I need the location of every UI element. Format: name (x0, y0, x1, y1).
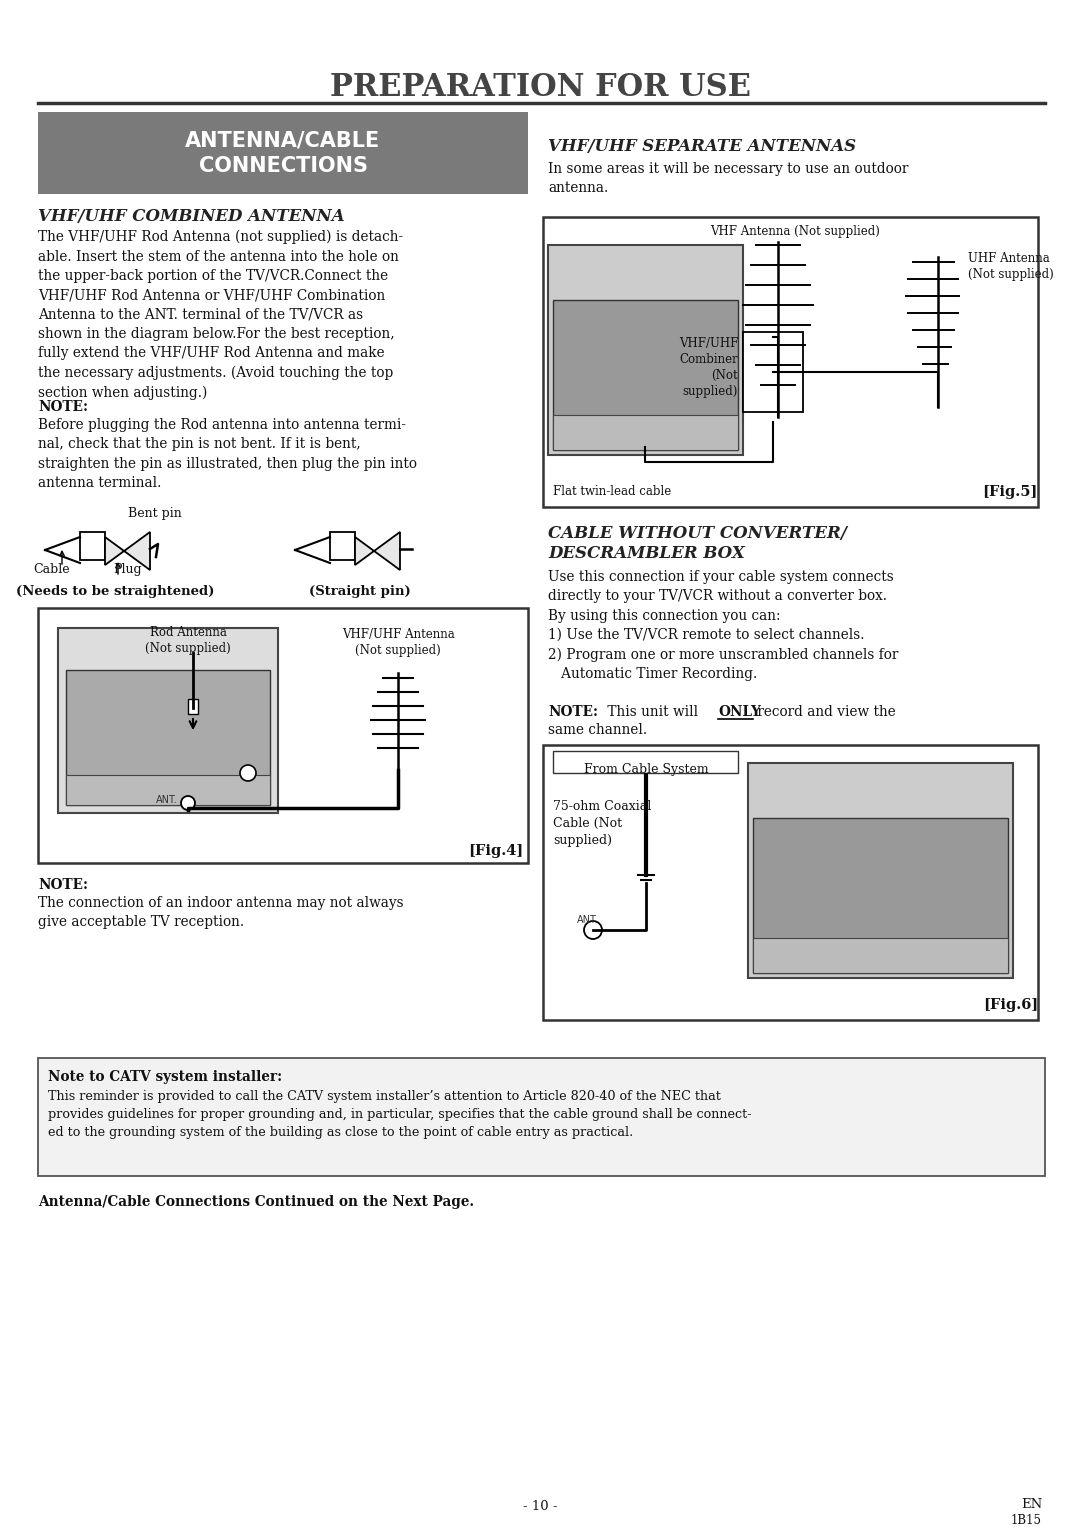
Text: ANT.: ANT. (577, 915, 599, 924)
Text: 1B15: 1B15 (1011, 1514, 1042, 1526)
Text: - 10 -: - 10 - (523, 1500, 557, 1513)
Polygon shape (355, 532, 400, 570)
Text: [Fig.6]: [Fig.6] (983, 998, 1038, 1012)
Text: NOTE:: NOTE: (38, 879, 87, 892)
Text: VHF/UHF Antenna
(Not supplied): VHF/UHF Antenna (Not supplied) (341, 628, 455, 657)
Text: Note to CATV system installer:: Note to CATV system installer: (48, 1070, 282, 1083)
Bar (553, 299, 738, 451)
Text: Plug: Plug (113, 562, 143, 576)
Bar (66, 669, 270, 805)
Text: CABLE WITHOUT CONVERTER/
DESCRAMBLER BOX: CABLE WITHOUT CONVERTER/ DESCRAMBLER BOX (548, 526, 847, 562)
Text: Cable: Cable (33, 562, 70, 576)
Polygon shape (105, 532, 150, 570)
Text: The connection of an indoor antenna may not always
give acceptable TV reception.: The connection of an indoor antenna may … (38, 895, 404, 929)
Text: ANT.: ANT. (156, 795, 178, 805)
Bar (543, 217, 1038, 507)
Text: (Straight pin): (Straight pin) (309, 585, 410, 597)
Text: same channel.: same channel. (548, 723, 647, 736)
Text: VHF/UHF
Combiner
(Not
supplied): VHF/UHF Combiner (Not supplied) (678, 338, 738, 397)
Text: [Fig.4]: [Fig.4] (468, 843, 523, 859)
Circle shape (584, 921, 602, 940)
Text: Rod Antenna
(Not supplied): Rod Antenna (Not supplied) (145, 626, 231, 656)
Bar (330, 532, 355, 559)
Bar (38, 608, 528, 863)
Text: NOTE:: NOTE: (38, 400, 87, 414)
Text: Flat twin-lead cable: Flat twin-lead cable (553, 484, 672, 498)
Text: ANTENNA/CABLE
CONNECTIONS: ANTENNA/CABLE CONNECTIONS (186, 130, 380, 176)
Bar (743, 332, 804, 413)
Bar (66, 775, 270, 805)
Text: VHF/UHF SEPARATE ANTENNAS: VHF/UHF SEPARATE ANTENNAS (548, 138, 856, 154)
Text: Antenna/Cable Connections Continued on the Next Page.: Antenna/Cable Connections Continued on t… (38, 1195, 474, 1209)
Text: Bent pin: Bent pin (129, 507, 181, 520)
Text: 75-ohm Coaxial
Cable (Not
supplied): 75-ohm Coaxial Cable (Not supplied) (553, 801, 651, 847)
Bar (553, 750, 738, 773)
Text: This reminder is provided to call the CATV system installer’s attention to Artic: This reminder is provided to call the CA… (48, 1089, 752, 1138)
Text: EN: EN (1021, 1497, 1042, 1511)
Bar (553, 416, 738, 451)
Bar (188, 698, 198, 714)
Bar (548, 244, 743, 455)
Circle shape (181, 796, 195, 810)
Bar (748, 762, 1013, 978)
Bar (58, 628, 278, 813)
Text: [Fig.5]: [Fig.5] (983, 484, 1038, 500)
Text: ONLY: ONLY (718, 704, 761, 720)
Text: NOTE:: NOTE: (548, 704, 598, 720)
Text: UHF Antenna
(Not supplied): UHF Antenna (Not supplied) (968, 252, 1054, 281)
Text: VHF/UHF COMBINED ANTENNA: VHF/UHF COMBINED ANTENNA (38, 208, 345, 225)
Text: record and view the: record and view the (753, 704, 895, 720)
Text: VHF Antenna (Not supplied): VHF Antenna (Not supplied) (710, 225, 880, 238)
Bar (38, 112, 528, 194)
Text: PREPARATION FOR USE: PREPARATION FOR USE (329, 72, 751, 104)
Circle shape (240, 766, 256, 781)
Text: The VHF/UHF Rod Antenna (not supplied) is detach-
able. Insert the stem of the a: The VHF/UHF Rod Antenna (not supplied) i… (38, 231, 403, 400)
Bar (753, 817, 1008, 973)
Text: From Cable System: From Cable System (583, 762, 708, 776)
Bar (80, 532, 105, 559)
Text: (Needs to be straightened): (Needs to be straightened) (16, 585, 214, 597)
Bar (543, 746, 1038, 1021)
Bar (38, 1057, 1045, 1177)
Text: In some areas it will be necessary to use an outdoor
antenna.: In some areas it will be necessary to us… (548, 162, 908, 196)
Bar (753, 938, 1008, 973)
Text: This unit will: This unit will (603, 704, 702, 720)
Text: Use this connection if your cable system connects
directly to your TV/VCR withou: Use this connection if your cable system… (548, 570, 899, 681)
Text: Before plugging the Rod antenna into antenna termi-
nal, check that the pin is n: Before plugging the Rod antenna into ant… (38, 419, 417, 490)
